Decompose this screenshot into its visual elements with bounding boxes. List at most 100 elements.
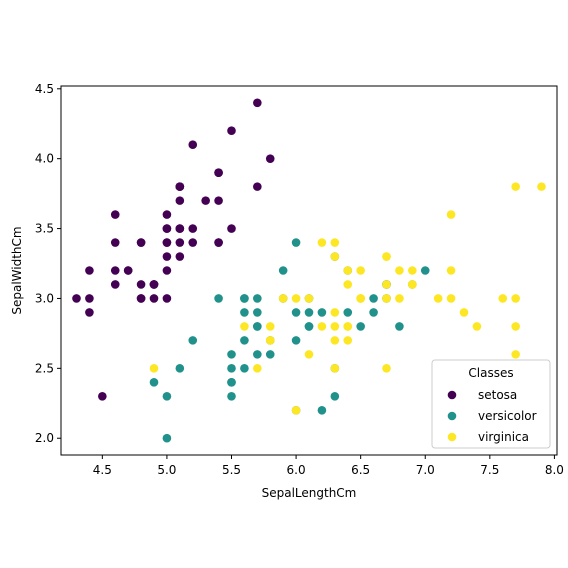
data-point-virginica (330, 336, 340, 345)
data-point-versicolor (253, 308, 262, 317)
y-tick-label: 3.5 (35, 222, 54, 236)
data-point-virginica (330, 308, 340, 317)
data-point-setosa (214, 168, 223, 177)
data-point-setosa (214, 196, 223, 205)
y-axis-ticks: 2.0 2.5 3.0 3.5 4.0 4.5 (35, 82, 61, 445)
data-point-versicolor (149, 378, 159, 387)
data-point-virginica (278, 294, 288, 303)
legend-box (431, 359, 551, 449)
data-point-virginica (265, 322, 275, 331)
data-point-virginica (382, 294, 391, 303)
legend-label-versicolor: versicolor (478, 409, 537, 423)
data-point-versicolor (304, 308, 314, 317)
legend-marker-versicolor (447, 411, 457, 421)
data-point-setosa (188, 140, 198, 150)
data-point-setosa (149, 280, 159, 289)
data-point-setosa (188, 224, 198, 233)
data-point-setosa (136, 294, 146, 303)
data-point-virginica (382, 252, 391, 261)
data-point-setosa (214, 238, 223, 247)
data-point-setosa (110, 266, 120, 275)
data-point-virginica (446, 210, 456, 219)
data-point-setosa (253, 182, 262, 191)
data-point-versicolor (162, 391, 172, 401)
data-point-virginica (511, 350, 520, 359)
data-point-setosa (162, 238, 172, 247)
data-point-versicolor (291, 308, 301, 317)
data-point-virginica (330, 252, 340, 261)
data-point-versicolor (162, 433, 172, 443)
legend-marker-virginica (447, 432, 457, 442)
y-tick-label: 4.0 (35, 152, 54, 166)
data-point-virginica (395, 294, 404, 303)
data-point-setosa (110, 238, 120, 247)
legend-marker-setosa (447, 390, 457, 400)
data-point-versicolor (240, 308, 249, 317)
data-point-setosa (72, 294, 81, 303)
data-point-setosa (136, 238, 146, 247)
data-point-setosa (175, 196, 185, 205)
data-point-setosa (253, 98, 262, 108)
data-point-setosa (85, 294, 94, 303)
data-point-virginica (408, 266, 417, 275)
data-point-versicolor (214, 294, 223, 303)
data-point-setosa (149, 294, 159, 303)
data-point-setosa (162, 224, 172, 233)
data-point-setosa (123, 266, 133, 275)
data-point-virginica (240, 322, 249, 331)
data-point-virginica (511, 294, 520, 303)
data-point-virginica (356, 294, 365, 303)
data-point-setosa (85, 266, 94, 275)
data-point-setosa (110, 280, 120, 289)
data-point-versicolor (369, 308, 378, 317)
data-point-virginica (291, 405, 301, 415)
data-point-virginica (408, 280, 417, 289)
data-point-versicolor (240, 294, 249, 303)
data-point-versicolor (343, 308, 353, 317)
y-tick-label: 3.0 (35, 291, 54, 305)
data-point-virginica (343, 336, 353, 345)
data-point-versicolor (278, 266, 288, 275)
data-point-virginica (330, 238, 340, 247)
data-point-virginica (304, 350, 314, 359)
data-point-versicolor (291, 336, 301, 345)
data-point-versicolor (227, 378, 236, 387)
data-point-virginica (149, 364, 159, 373)
legend-label-virginica: virginica (478, 430, 529, 444)
data-point-setosa (162, 266, 172, 275)
data-point-setosa (188, 238, 198, 247)
y-tick-label: 2.0 (35, 431, 54, 445)
data-point-versicolor (253, 322, 262, 331)
x-tick-label: 6.0 (287, 463, 306, 477)
x-tick-label: 6.5 (351, 463, 370, 477)
x-axis-ticks: 4.5 5.0 5.5 6.0 6.5 7.0 7.5 8.0 (93, 455, 564, 477)
data-point-virginica (382, 364, 391, 373)
data-point-virginica (265, 336, 275, 345)
data-point-virginica (304, 294, 314, 303)
data-point-setosa (227, 224, 236, 233)
x-axis-label: SepalLengthCm (262, 486, 357, 500)
data-point-versicolor (240, 364, 249, 373)
data-point-virginica (395, 266, 404, 275)
data-point-versicolor (369, 294, 378, 303)
legend: Classes setosa versicolor virginica (431, 359, 551, 449)
x-tick-label: 5.0 (157, 463, 176, 477)
data-point-versicolor (317, 405, 327, 415)
data-point-virginica (446, 266, 456, 275)
data-point-virginica (511, 322, 520, 331)
data-point-versicolor (240, 336, 249, 345)
legend-items: setosa versicolor virginica (447, 388, 537, 444)
points-layer (72, 98, 546, 443)
data-point-virginica (511, 182, 520, 191)
data-point-virginica (343, 280, 353, 289)
data-point-versicolor (227, 391, 236, 401)
data-point-virginica (433, 294, 443, 303)
data-point-virginica (498, 294, 508, 303)
data-point-setosa (136, 280, 146, 289)
data-point-setosa (175, 224, 185, 233)
data-point-versicolor (291, 238, 301, 247)
data-point-virginica (330, 322, 340, 331)
data-point-virginica (459, 308, 469, 317)
